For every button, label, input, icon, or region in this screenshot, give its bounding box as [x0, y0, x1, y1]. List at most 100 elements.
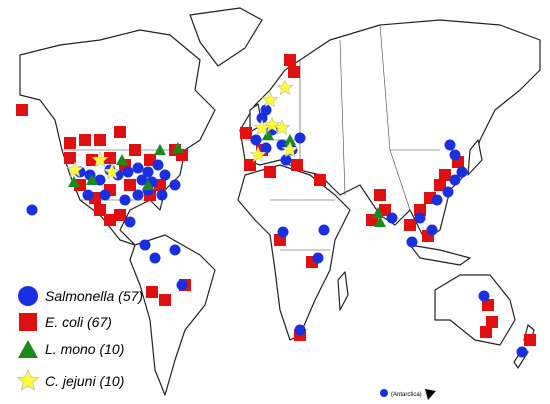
legend-count: (10): [99, 341, 124, 357]
africa: [237, 164, 351, 341]
salmonella-marker: [478, 290, 490, 302]
legend-name: L. mono: [45, 341, 96, 357]
salmonella-marker: [82, 189, 94, 201]
cjejuni-marker: [249, 146, 267, 163]
ecoli-marker: [79, 134, 91, 146]
salmonella-marker: [159, 169, 171, 181]
ecoli-marker: [16, 104, 28, 116]
lmono-marker: [372, 207, 384, 218]
salmonella-marker: [250, 134, 262, 146]
cjejuni-marker: [103, 163, 121, 180]
ecoli-marker: [114, 126, 126, 138]
salmonella-marker: [431, 194, 443, 206]
lmono-marker: [262, 129, 274, 140]
salmonella-marker: [516, 346, 528, 358]
salmonella-marker: [294, 324, 306, 336]
salmonella-marker: [142, 166, 154, 178]
legend-name: E. coli: [45, 314, 84, 330]
legend-label: Salmonella (57): [45, 288, 143, 304]
salmonella-marker: [94, 174, 106, 186]
ecoli-marker: [94, 134, 106, 146]
salmonella-marker: [152, 159, 164, 171]
lmono-marker: [154, 144, 166, 155]
ecoli-marker: [104, 214, 116, 226]
legend-label: L. mono (10): [45, 341, 124, 357]
ecoli-marker: [439, 169, 451, 181]
salmonella-marker: [294, 132, 306, 144]
salmonella-marker: [312, 252, 324, 264]
salmonella-marker: [406, 236, 418, 248]
ecoli-marker: [291, 159, 303, 171]
salmonella-marker: [277, 226, 289, 238]
ecoli-marker: [86, 154, 98, 166]
japan: [467, 139, 483, 176]
salmonella-marker: [176, 279, 188, 291]
cjejuni-marker: [273, 119, 291, 136]
ecoli-marker: [240, 127, 252, 139]
australia: [434, 274, 516, 346]
annotation: (Antarctica): [391, 392, 422, 398]
ecoli-marker: [379, 204, 391, 216]
salmonella-marker: [414, 212, 426, 224]
indonesia: [409, 244, 471, 266]
lmono-marker: [172, 142, 184, 153]
madagascar: [337, 271, 349, 311]
ecoli-marker: [374, 189, 386, 201]
legend-label: E. coli (67): [45, 314, 112, 330]
salmonella-marker: [99, 189, 111, 201]
lmono-marker: [142, 179, 154, 190]
lmono-marker: [116, 154, 128, 165]
ecoli-marker: [288, 66, 300, 78]
salmonella-marker: [280, 154, 292, 166]
salmonella-marker: [386, 212, 398, 224]
salmonella-marker: [139, 239, 151, 251]
ecoli-marker: [486, 316, 498, 328]
lmono-marker: [86, 174, 98, 185]
legend-square: [19, 313, 37, 331]
cjejuni-marker: [276, 79, 294, 96]
salmonella-marker: [122, 166, 134, 178]
salmonella-marker: [449, 174, 461, 186]
ecoli-marker: [404, 219, 416, 231]
legend-label: C. jejuni (10): [45, 373, 124, 389]
salmonella-marker: [442, 186, 454, 198]
ecoli-marker: [104, 152, 116, 164]
ecoli-marker: [146, 286, 158, 298]
legend-name: C. jejuni: [45, 373, 96, 389]
cjejuni-marker: [66, 161, 84, 178]
ecoli-marker: [94, 204, 106, 216]
salmonella-marker: [26, 204, 38, 216]
salmonella-marker: [444, 139, 456, 151]
ecoli-marker: [480, 326, 492, 338]
salmonella-marker: [119, 194, 131, 206]
salmonella-marker: [426, 224, 438, 236]
ecoli-marker: [129, 144, 141, 156]
salmonella-marker: [132, 162, 144, 174]
legend-count: (57): [118, 288, 143, 304]
ecoli-marker: [414, 204, 426, 216]
salmonella-marker: [169, 244, 181, 256]
ecoli-marker: [64, 137, 76, 149]
legend-star: [16, 368, 40, 391]
salmonella-marker: [318, 224, 330, 236]
ecoli-marker: [64, 152, 76, 164]
ecoli-marker: [284, 54, 296, 66]
legend: Salmonella (57) E. coli (67) L. mono (10…: [16, 286, 143, 391]
salmonella-marker: [260, 142, 272, 154]
ecoli-marker: [159, 294, 171, 306]
salmonella-marker: [456, 166, 468, 178]
land-masses: [19, 7, 541, 396]
cjejuni-marker: [253, 119, 271, 136]
south-america: [129, 234, 216, 396]
cjejuni-marker: [263, 116, 281, 133]
salmonella-marker: [169, 179, 181, 191]
legend-circle: [18, 286, 38, 306]
markers: [16, 54, 536, 358]
lmono-marker: [68, 176, 80, 187]
lmono-marker: [374, 216, 386, 227]
ecoli-marker: [264, 166, 276, 178]
legend-triangle: [18, 340, 38, 358]
salmonella-marker: [156, 189, 168, 201]
legend-name: Salmonella: [45, 288, 114, 304]
